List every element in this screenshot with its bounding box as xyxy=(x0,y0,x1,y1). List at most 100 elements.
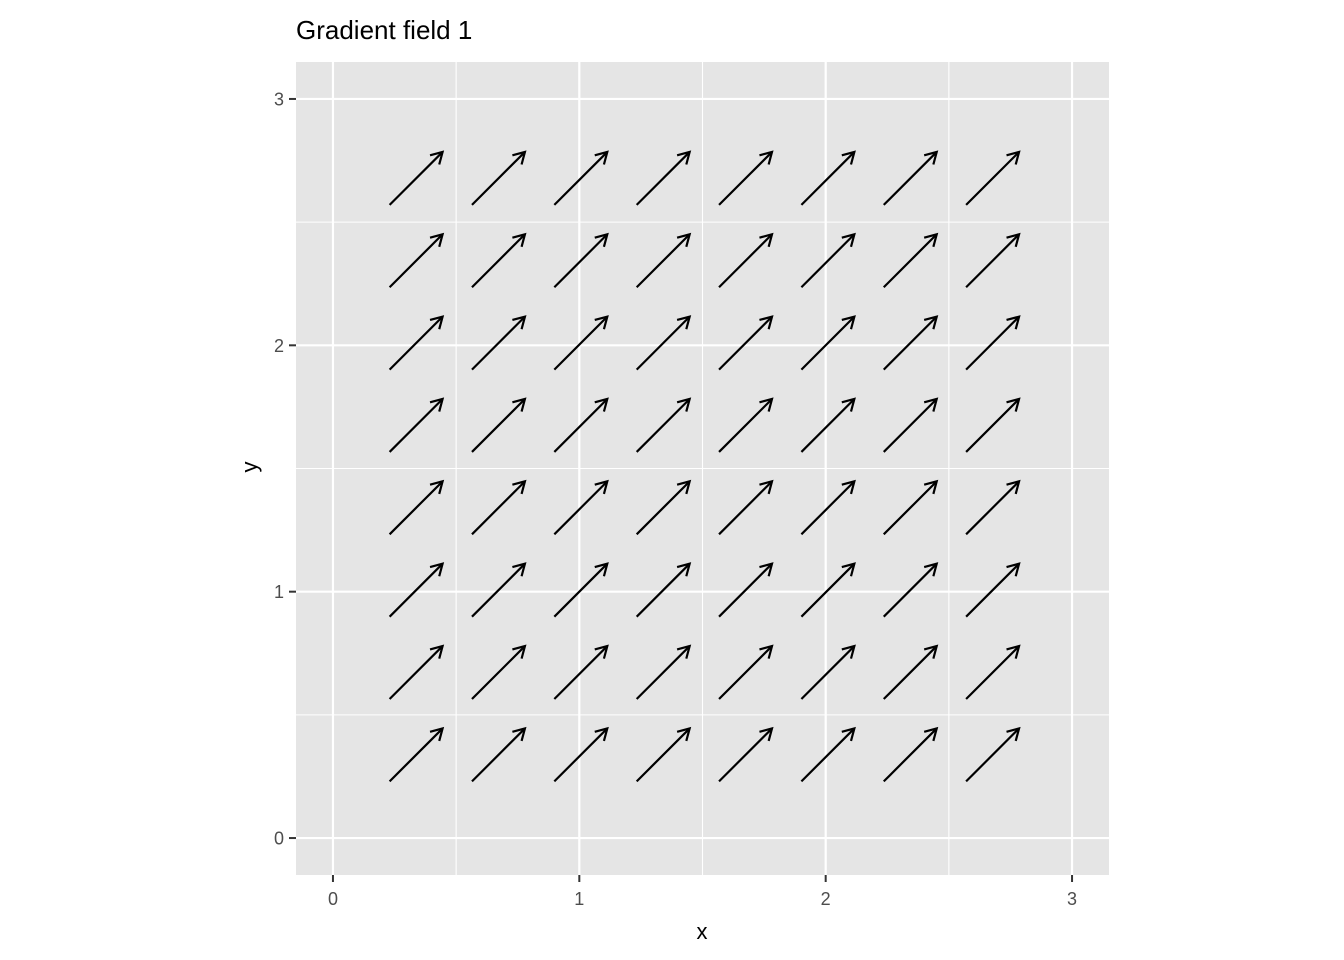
arrow-head xyxy=(841,562,856,577)
arrow-shaft xyxy=(553,233,609,289)
vector-arrow-51 xyxy=(635,232,692,289)
arrow-shaft xyxy=(471,562,526,618)
arrow-head xyxy=(1006,150,1021,165)
arrow-head xyxy=(1006,479,1021,495)
arrow-shaft xyxy=(882,315,938,371)
arrow-head xyxy=(1006,644,1021,659)
arrow-head xyxy=(676,315,692,330)
arrow-head xyxy=(429,232,445,248)
arrow-head xyxy=(1006,397,1021,412)
vector-arrow-58 xyxy=(553,150,609,206)
arrow-shaft xyxy=(471,727,526,783)
vector-arrow-60 xyxy=(718,150,774,206)
arrow-shaft xyxy=(635,645,691,700)
arrow-head xyxy=(676,644,692,659)
vector-arrow-55 xyxy=(965,232,1021,289)
vector-arrow-27 xyxy=(635,479,692,536)
arrow-shaft xyxy=(882,233,938,289)
vector-arrow-36 xyxy=(718,397,774,453)
arrow-head xyxy=(759,315,774,330)
vector-arrow-12 xyxy=(718,644,774,700)
vector-arrow-53 xyxy=(800,232,856,289)
arrow-shaft xyxy=(800,645,856,700)
arrow-head xyxy=(841,150,856,165)
vector-arrow-50 xyxy=(553,232,609,289)
arrow-shaft xyxy=(882,398,938,453)
arrow-head xyxy=(512,315,527,330)
arrow-shaft xyxy=(471,315,526,371)
arrow-head xyxy=(429,726,445,742)
vector-arrow-32 xyxy=(388,397,445,453)
vector-arrow-30 xyxy=(882,479,939,536)
arrow-shaft xyxy=(965,315,1020,371)
vector-arrow-40 xyxy=(388,315,445,371)
arrow-shaft xyxy=(718,480,773,536)
arrow-head xyxy=(594,315,609,330)
arrow-head xyxy=(841,479,856,495)
vector-arrow-49 xyxy=(471,232,527,289)
arrow-shaft xyxy=(635,562,691,618)
x-axis-label: x xyxy=(697,919,708,944)
vector-arrow-15 xyxy=(965,644,1021,700)
y-axis: 0 1 2 3 xyxy=(274,89,296,849)
vector-arrow-4 xyxy=(718,726,774,783)
arrow-head xyxy=(512,397,527,412)
arrow-shaft xyxy=(553,562,609,618)
vector-arrow-3 xyxy=(635,726,692,783)
y-tick-label-3: 3 xyxy=(274,89,284,109)
vector-arrow-19 xyxy=(635,562,692,618)
arrow-head xyxy=(429,150,445,165)
arrow-shaft xyxy=(800,727,856,783)
x-tick-label-3: 3 xyxy=(1067,889,1077,909)
arrow-shaft xyxy=(553,480,609,536)
vector-arrow-46 xyxy=(882,315,939,371)
arrow-head xyxy=(594,232,609,248)
arrow-head xyxy=(512,232,527,248)
arrow-shaft xyxy=(800,562,856,618)
arrow-shaft xyxy=(635,233,691,289)
arrow-head xyxy=(841,726,856,742)
vector-arrow-57 xyxy=(471,150,527,206)
x-tick-label-0: 0 xyxy=(328,889,338,909)
arrow-head xyxy=(594,479,609,495)
arrow-head xyxy=(676,150,692,165)
arrow-shaft xyxy=(718,562,773,618)
arrow-head xyxy=(923,315,939,330)
vector-arrow-41 xyxy=(471,315,527,371)
arrow-shaft xyxy=(965,151,1020,206)
y-tick-label-2: 2 xyxy=(274,336,284,356)
arrow-head xyxy=(429,562,445,577)
arrow-shaft xyxy=(471,480,526,536)
vector-arrow-56 xyxy=(388,150,445,206)
vector-arrow-43 xyxy=(635,315,692,371)
arrow-head xyxy=(512,562,527,577)
arrow-head xyxy=(1006,726,1021,742)
arrow-shaft xyxy=(718,151,773,206)
x-tick-label-1: 1 xyxy=(574,889,584,909)
arrow-head xyxy=(923,150,939,165)
arrow-head xyxy=(1006,562,1021,577)
arrow-shaft xyxy=(388,315,444,371)
chart-title: Gradient field 1 xyxy=(296,15,472,45)
arrow-head xyxy=(759,479,774,495)
arrow-head xyxy=(841,397,856,412)
arrow-head xyxy=(676,562,692,577)
vector-arrow-25 xyxy=(471,479,527,536)
arrow-shaft xyxy=(388,480,444,536)
vector-arrow-62 xyxy=(882,150,939,206)
vector-arrow-2 xyxy=(553,726,609,783)
arrow-shaft xyxy=(388,727,444,783)
arrow-head xyxy=(923,397,939,412)
arrow-shaft xyxy=(718,645,773,700)
arrow-shaft xyxy=(718,233,773,289)
arrow-head xyxy=(759,232,774,248)
arrow-shaft xyxy=(965,727,1020,783)
vector-arrow-17 xyxy=(471,562,527,618)
vector-arrow-11 xyxy=(635,644,692,700)
arrow-shaft xyxy=(800,315,856,371)
arrow-shaft xyxy=(965,233,1020,289)
arrow-shaft xyxy=(553,398,609,453)
vector-arrow-31 xyxy=(965,479,1021,536)
arrow-head xyxy=(512,479,527,495)
